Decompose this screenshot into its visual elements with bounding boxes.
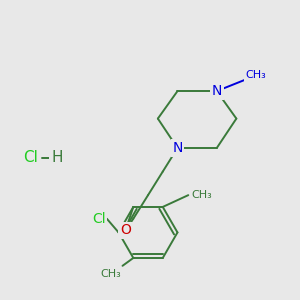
- Text: N: N: [172, 141, 183, 155]
- Text: O: O: [120, 224, 131, 238]
- Text: Cl: Cl: [92, 212, 106, 226]
- Text: CH₃: CH₃: [100, 269, 121, 279]
- Text: Cl: Cl: [23, 150, 38, 165]
- Text: CH₃: CH₃: [246, 70, 266, 80]
- Text: H: H: [51, 150, 62, 165]
- Text: N: N: [212, 84, 222, 98]
- Text: CH₃: CH₃: [192, 190, 212, 200]
